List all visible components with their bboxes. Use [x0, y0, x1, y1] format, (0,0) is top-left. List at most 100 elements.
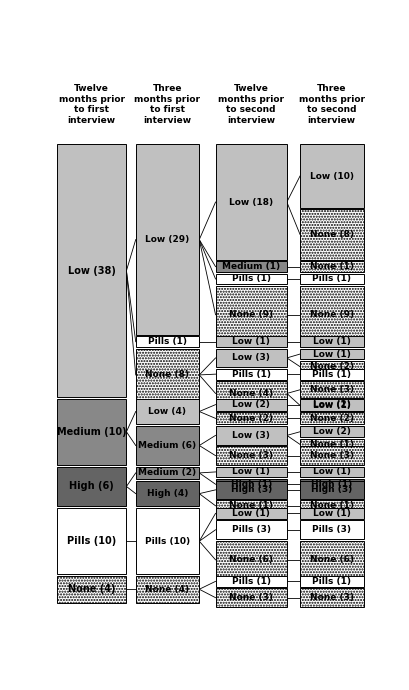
Bar — [299, 589, 363, 607]
Text: Three
months prior
to second
interview: Three months prior to second interview — [298, 84, 364, 124]
Bar — [299, 368, 363, 380]
Text: None (3): None (3) — [309, 385, 353, 394]
Bar — [56, 399, 126, 465]
Text: Medium (10): Medium (10) — [56, 426, 126, 437]
Text: Low (10): Low (10) — [309, 172, 353, 181]
Bar — [56, 508, 126, 574]
Text: Low (29): Low (29) — [145, 235, 189, 244]
Bar — [299, 144, 363, 208]
Bar — [215, 262, 286, 272]
Text: Pills (1): Pills (1) — [231, 370, 270, 379]
Text: Pills (10): Pills (10) — [67, 536, 116, 546]
Text: None (2): None (2) — [229, 414, 272, 423]
Bar — [299, 466, 363, 477]
Text: Pills (1): Pills (1) — [231, 577, 270, 586]
Bar — [299, 399, 363, 411]
Bar — [135, 144, 199, 335]
Text: None (6): None (6) — [309, 555, 353, 564]
Text: High (3): High (3) — [230, 485, 271, 494]
Text: Pills (10): Pills (10) — [145, 537, 190, 546]
Text: Medium (1): Medium (1) — [222, 262, 280, 271]
Text: Three
months prior
to first
interview: Three months prior to first interview — [134, 84, 200, 124]
Bar — [299, 413, 363, 424]
Bar — [215, 541, 286, 579]
Text: None (8): None (8) — [145, 371, 189, 380]
Bar — [215, 479, 286, 490]
Bar — [215, 481, 286, 499]
Text: High (4): High (4) — [146, 489, 188, 498]
Text: None (9): None (9) — [229, 310, 272, 319]
Bar — [299, 479, 363, 490]
Text: Medium (6): Medium (6) — [138, 441, 196, 450]
Bar — [215, 589, 286, 607]
Bar — [215, 466, 286, 477]
Text: Pills (1): Pills (1) — [312, 275, 351, 284]
Text: None (4): None (4) — [67, 584, 115, 594]
Bar — [215, 413, 286, 424]
Text: Low (4): Low (4) — [148, 407, 186, 416]
Bar — [299, 336, 363, 347]
Text: Low (3): Low (3) — [231, 431, 270, 440]
Text: None (1): None (1) — [229, 502, 272, 511]
Bar — [299, 262, 363, 272]
Bar — [215, 399, 286, 411]
Text: Low (38): Low (38) — [67, 266, 115, 276]
Text: High (1): High (1) — [230, 480, 271, 489]
Text: None (1): None (1) — [309, 440, 353, 449]
Bar — [56, 576, 126, 602]
Bar — [215, 348, 286, 367]
Text: High (1): High (1) — [310, 480, 352, 489]
Text: High (6): High (6) — [69, 482, 114, 491]
Bar — [135, 508, 199, 574]
Bar — [215, 446, 286, 465]
Text: None (1): None (1) — [309, 502, 353, 511]
Text: Low (1): Low (1) — [312, 509, 350, 518]
Text: High (3): High (3) — [310, 485, 352, 494]
Text: Pills (3): Pills (3) — [312, 525, 351, 534]
Text: None (3): None (3) — [309, 593, 353, 602]
Bar — [299, 439, 363, 450]
Bar — [215, 381, 286, 406]
Bar — [135, 576, 199, 602]
Bar — [135, 426, 199, 465]
Text: Low (1): Low (1) — [312, 337, 350, 346]
Bar — [135, 399, 199, 424]
Text: None (6): None (6) — [229, 555, 272, 564]
Text: None (3): None (3) — [229, 593, 272, 602]
Bar — [299, 400, 363, 411]
Text: Low (1): Low (1) — [312, 401, 350, 410]
Bar — [215, 368, 286, 380]
Text: Low (2): Low (2) — [231, 400, 270, 409]
Text: Medium (2): Medium (2) — [138, 469, 196, 477]
Text: Low (1): Low (1) — [231, 509, 270, 518]
Bar — [299, 500, 363, 511]
Bar — [299, 361, 363, 373]
Text: Pills (1): Pills (1) — [148, 337, 187, 346]
Bar — [215, 520, 286, 540]
Bar — [215, 576, 286, 586]
Text: None (4): None (4) — [145, 584, 189, 594]
Text: None (2): None (2) — [309, 362, 353, 371]
Text: Low (1): Low (1) — [312, 467, 350, 476]
Bar — [215, 508, 286, 519]
Text: Low (2): Low (2) — [312, 400, 350, 409]
Bar — [135, 336, 199, 347]
Bar — [215, 273, 286, 284]
Text: Low (1): Low (1) — [231, 467, 270, 476]
Text: Low (1): Low (1) — [312, 350, 350, 359]
Bar — [56, 466, 126, 506]
Bar — [299, 481, 363, 499]
Text: Twelve
months prior
to first
interview: Twelve months prior to first interview — [58, 84, 124, 124]
Bar — [299, 273, 363, 284]
Bar — [299, 446, 363, 465]
Bar — [299, 426, 363, 437]
Bar — [135, 481, 199, 506]
Bar — [299, 520, 363, 540]
Bar — [299, 541, 363, 579]
Text: None (4): None (4) — [229, 389, 272, 398]
Bar — [299, 209, 363, 259]
Bar — [299, 348, 363, 359]
Bar — [56, 144, 126, 397]
Text: Pills (1): Pills (1) — [231, 275, 270, 284]
Bar — [299, 381, 363, 398]
